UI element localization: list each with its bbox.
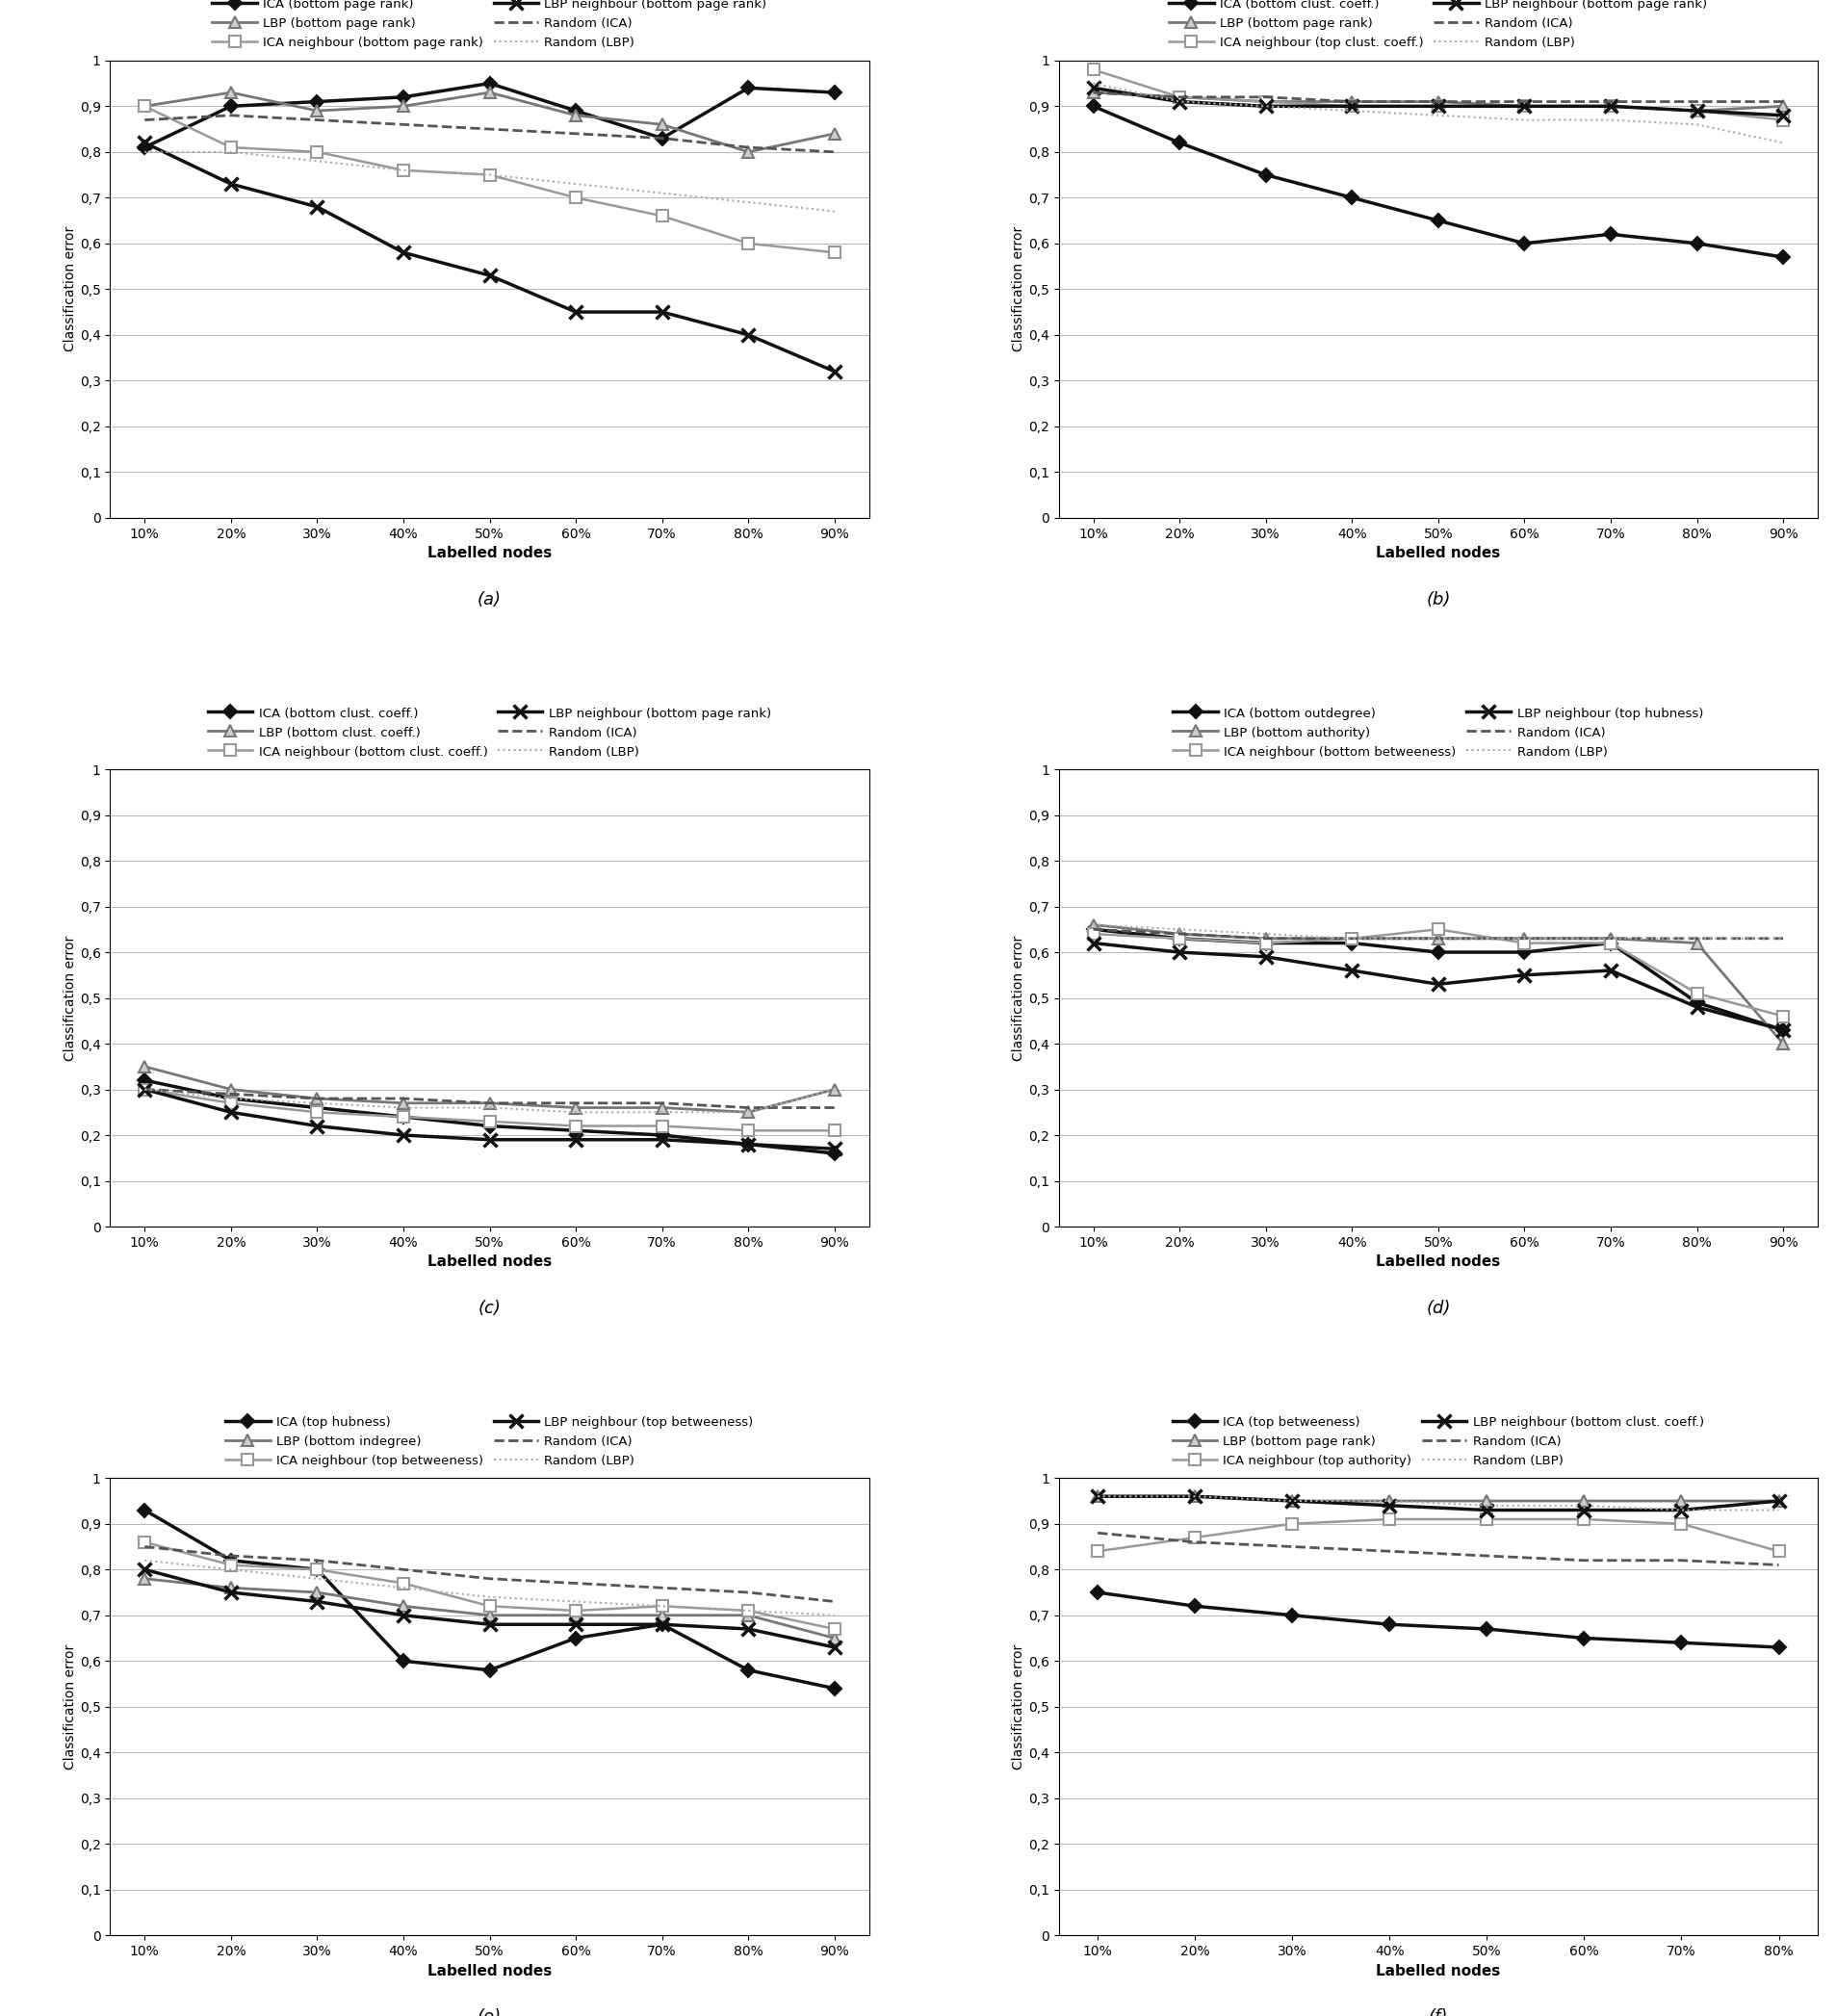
Legend: ICA (bottom clust. coeff.), LBP (bottom clust. coeff.), ICA neighbour (bottom cl: ICA (bottom clust. coeff.), LBP (bottom … xyxy=(207,708,771,758)
Y-axis label: Classification error: Classification error xyxy=(64,226,77,353)
Text: (f): (f) xyxy=(1428,2008,1449,2016)
X-axis label: Labelled nodes: Labelled nodes xyxy=(1375,1964,1500,1978)
Y-axis label: Classification error: Classification error xyxy=(1012,1643,1026,1770)
X-axis label: Labelled nodes: Labelled nodes xyxy=(428,1254,553,1270)
X-axis label: Labelled nodes: Labelled nodes xyxy=(428,1964,553,1978)
Legend: ICA (top betweeness), LBP (bottom page rank), ICA neighbour (top authority), LBP: ICA (top betweeness), LBP (bottom page r… xyxy=(1173,1415,1704,1468)
Text: (b): (b) xyxy=(1427,591,1450,609)
Legend: ICA (top hubness), LBP (bottom indegree), ICA neighbour (top betweeness), LBP ne: ICA (top hubness), LBP (bottom indegree)… xyxy=(226,1415,753,1468)
Y-axis label: Classification error: Classification error xyxy=(64,935,77,1060)
Y-axis label: Classification error: Classification error xyxy=(64,1643,77,1770)
X-axis label: Labelled nodes: Labelled nodes xyxy=(1375,1254,1500,1270)
Legend: ICA (bottom page rank), LBP (bottom page rank), ICA neighbour (bottom page rank): ICA (bottom page rank), LBP (bottom page… xyxy=(213,0,767,50)
Legend: ICA (bottom outdegree), LBP (bottom authority), ICA neighbour (bottom betweeness: ICA (bottom outdegree), LBP (bottom auth… xyxy=(1173,708,1704,758)
Y-axis label: Classification error: Classification error xyxy=(1012,226,1026,353)
X-axis label: Labelled nodes: Labelled nodes xyxy=(1375,546,1500,560)
Text: (c): (c) xyxy=(477,1300,501,1316)
Text: (a): (a) xyxy=(477,591,501,609)
Legend: ICA (bottom clust. coeff.), LBP (bottom page rank), ICA neighbour (top clust. co: ICA (bottom clust. coeff.), LBP (bottom … xyxy=(1170,0,1707,50)
Text: (e): (e) xyxy=(477,2008,501,2016)
Text: (d): (d) xyxy=(1427,1300,1450,1316)
Y-axis label: Classification error: Classification error xyxy=(1012,935,1026,1060)
X-axis label: Labelled nodes: Labelled nodes xyxy=(428,546,553,560)
